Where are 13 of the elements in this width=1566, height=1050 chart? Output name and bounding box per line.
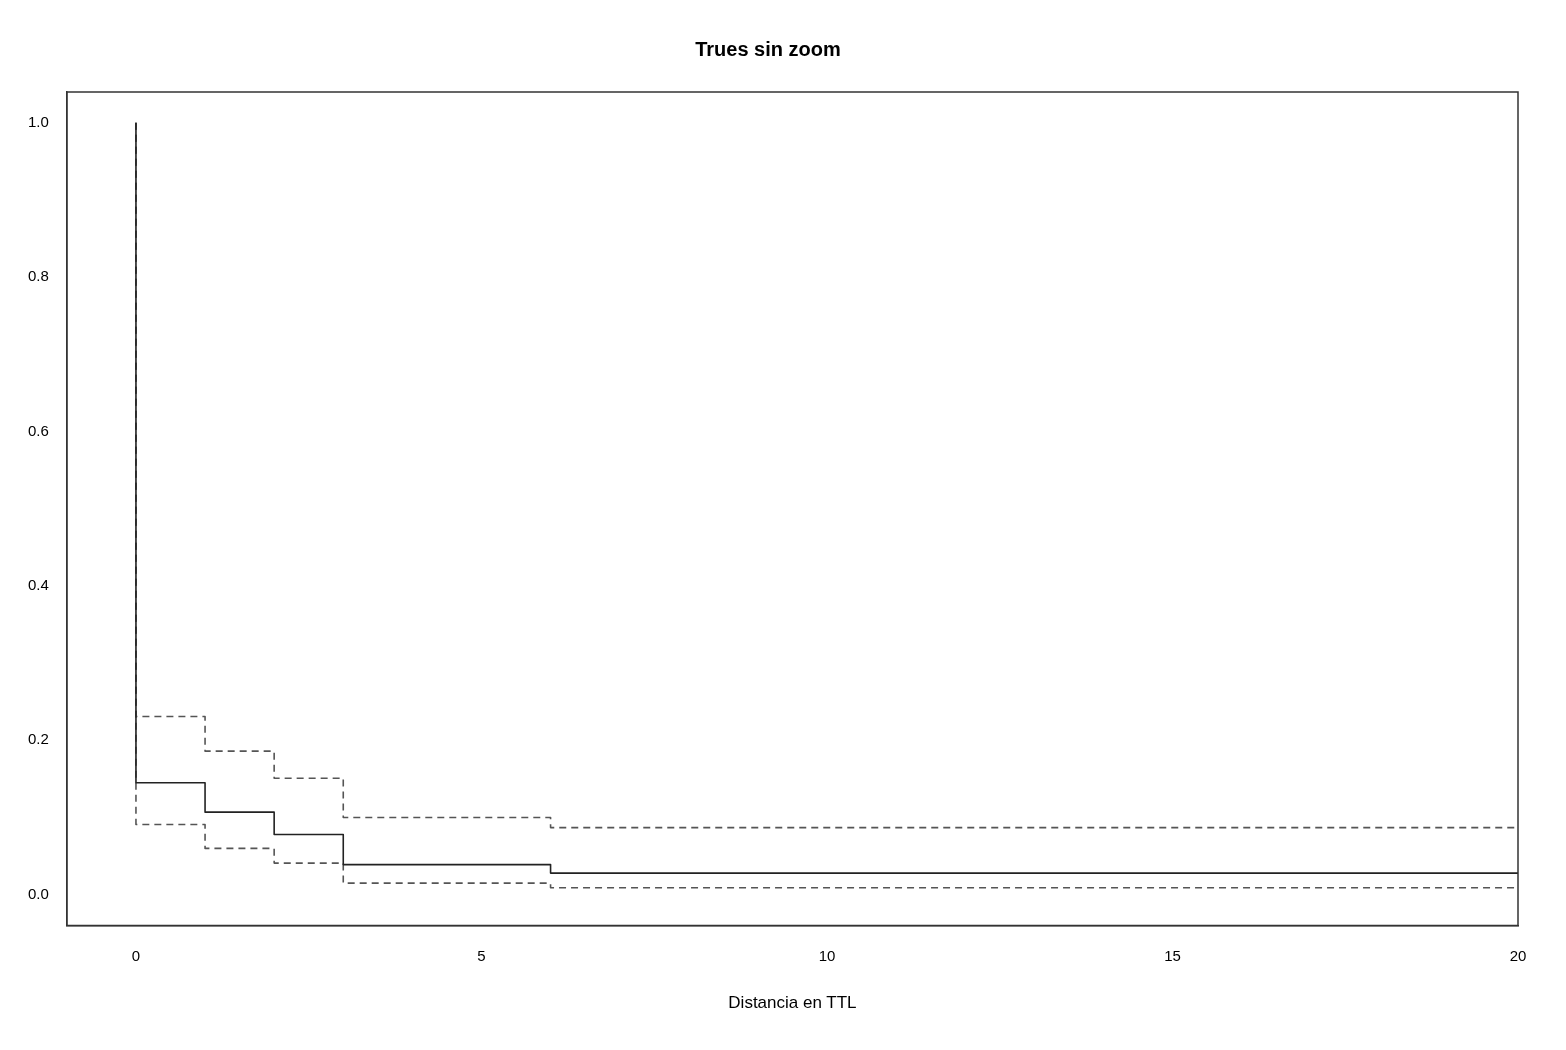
x-tick-label: 10 <box>818 946 836 964</box>
x-tick-label: 0 <box>131 946 141 964</box>
y-tick-label: 0.8 <box>27 267 49 285</box>
y-tick-label: 0.6 <box>27 421 49 439</box>
x-tick-label: 15 <box>1164 946 1181 964</box>
y-tick-label: 0.2 <box>27 730 49 748</box>
x-axis-title: Distancia en TTL <box>728 993 857 1013</box>
y-tick-label: 0.4 <box>27 576 49 594</box>
x-tick-label: 5 <box>477 946 486 964</box>
y-tick-label: 1.0 <box>27 113 49 131</box>
chart-title: Trues sin zoom <box>695 37 841 60</box>
x-tick-label: 20 <box>1509 946 1527 964</box>
y-tick-label: 0.0 <box>27 884 49 902</box>
